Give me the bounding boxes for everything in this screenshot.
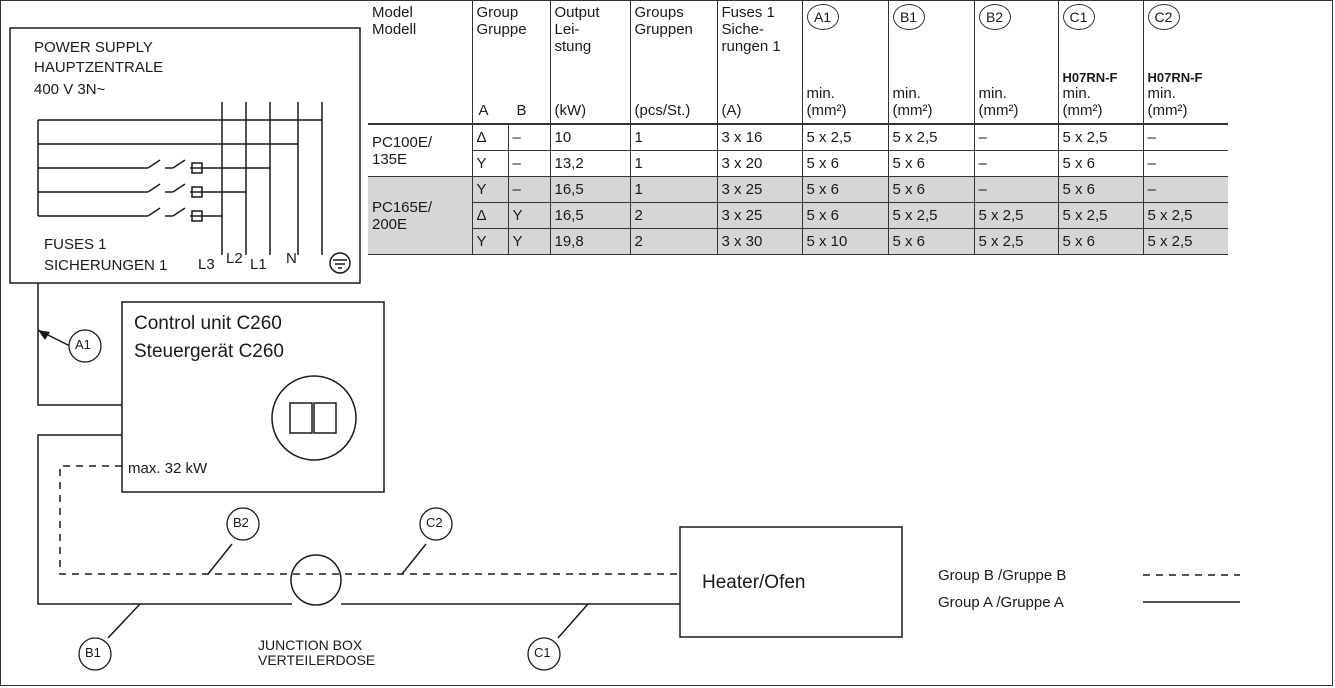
header-b1: B1 min. (mm²)	[888, 1, 975, 125]
header-model: Model Modell	[368, 1, 473, 125]
marker-a1-label: A1	[75, 337, 91, 352]
junction-box-label: JUNCTION BOX	[258, 637, 363, 653]
legend-group-a: Group A /Gruppe A	[938, 594, 1064, 611]
control-unit-title: Control unit C260	[134, 313, 282, 334]
table-row: PC165E/ 200E Y – 16,5 1 3 x 25 5 x 6 5 x 6–…	[368, 176, 1228, 255]
marker-b1	[78, 637, 112, 671]
header-output: Output Lei- stung (kW)	[550, 1, 631, 125]
control-unit-max-power: max. 32 kW	[128, 460, 208, 477]
header-group: Group Gruppe A B	[472, 1, 551, 125]
power-supply-box	[9, 27, 361, 284]
marker-c2	[419, 507, 453, 541]
header-fuses: Fuses 1 Siche- rungen 1 (A)	[717, 1, 803, 125]
fuses-label: FUSES 1	[44, 236, 107, 253]
table-row: PC100E/ 135E Δ – 10 1 3 x 16 5 x 2,5 5 x 2,…	[368, 124, 1228, 177]
supply-voltage: 400 V 3N~	[34, 81, 106, 98]
terminal-l1: L1	[250, 256, 267, 273]
control-unit-title-de: Steuergerät C260	[134, 341, 284, 362]
marker-c1	[527, 637, 561, 671]
model-cell: PC100E/ 135E	[368, 124, 473, 177]
terminal-l3: L3	[198, 256, 215, 273]
model-cell: PC165E/ 200E	[368, 176, 473, 255]
control-unit-box	[121, 301, 385, 493]
header-b2: B2 min. (mm²)	[974, 1, 1059, 125]
marker-c1-label: C1	[534, 645, 551, 660]
cable-specification-table: Model Modell Group Gruppe A B Output Lei…	[368, 1, 1228, 255]
marker-a1	[68, 329, 102, 363]
header-c1: C1 H07RN-F min. (mm²)	[1058, 1, 1144, 125]
header-a1: A1 min. (mm²)	[802, 1, 889, 125]
terminal-l2: L2	[226, 250, 243, 267]
marker-b2-label: B2	[233, 515, 249, 530]
power-supply-title-de: HAUPTZENTRALE	[34, 59, 164, 76]
marker-c2-label: C2	[426, 515, 443, 530]
header-group-a: A	[478, 102, 489, 119]
terminal-n: N	[286, 250, 297, 267]
table-row: Y – 13,2 1 3 x 20 5 x 6 5 x 6– 5 x 6–	[368, 150, 1228, 177]
heater-box	[679, 526, 903, 638]
junction-box-label-de: VERTEILERDOSE	[258, 652, 376, 668]
marker-b2	[226, 507, 260, 541]
heater-label: Heater/Ofen	[702, 572, 806, 593]
header-group-b: B	[516, 102, 527, 119]
marker-b1-label: B1	[85, 645, 101, 660]
power-supply-title: POWER SUPPLY	[34, 39, 153, 56]
header-c2: C2 H07RN-F min. (mm²)	[1143, 1, 1228, 125]
legend-group-b: Group B /Gruppe B	[938, 567, 1067, 584]
book-icon-shape	[289, 402, 337, 434]
fuses-label-de: SICHERUNGEN 1	[44, 257, 168, 274]
header-groups: Groups Gruppen (pcs/St.)	[630, 1, 718, 125]
